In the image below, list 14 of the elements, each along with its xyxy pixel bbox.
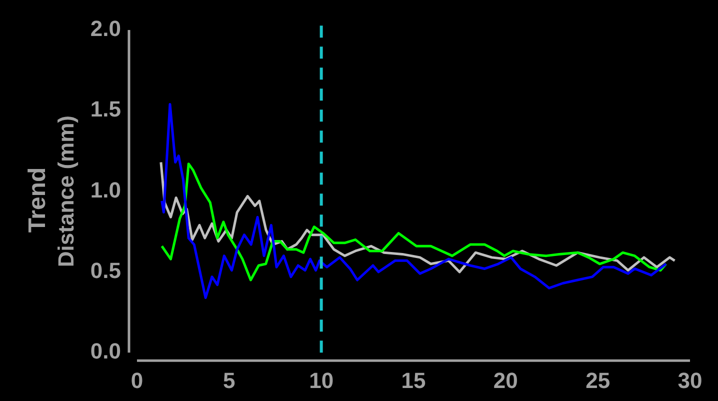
y-tick-label: 0.5: [90, 258, 121, 284]
x-tick-label: 15: [401, 368, 426, 393]
text: Trend: [24, 167, 52, 233]
y-axis-title: Distance (mm): [53, 116, 78, 268]
x-tick-label: 5: [223, 368, 236, 393]
x-tick-label: 20: [493, 368, 518, 393]
x-tick-label: 30: [678, 368, 702, 393]
y-tick-label: 1.0: [90, 177, 121, 202]
x-tick-label: 10: [309, 368, 334, 393]
x-tick-label: 0: [130, 368, 144, 393]
x-tick-label: 25: [586, 368, 610, 393]
y-tick-label: 0.0: [90, 338, 121, 364]
y-tick-label: 1.5: [90, 96, 121, 122]
y-tick-label: 2.0: [90, 16, 121, 42]
